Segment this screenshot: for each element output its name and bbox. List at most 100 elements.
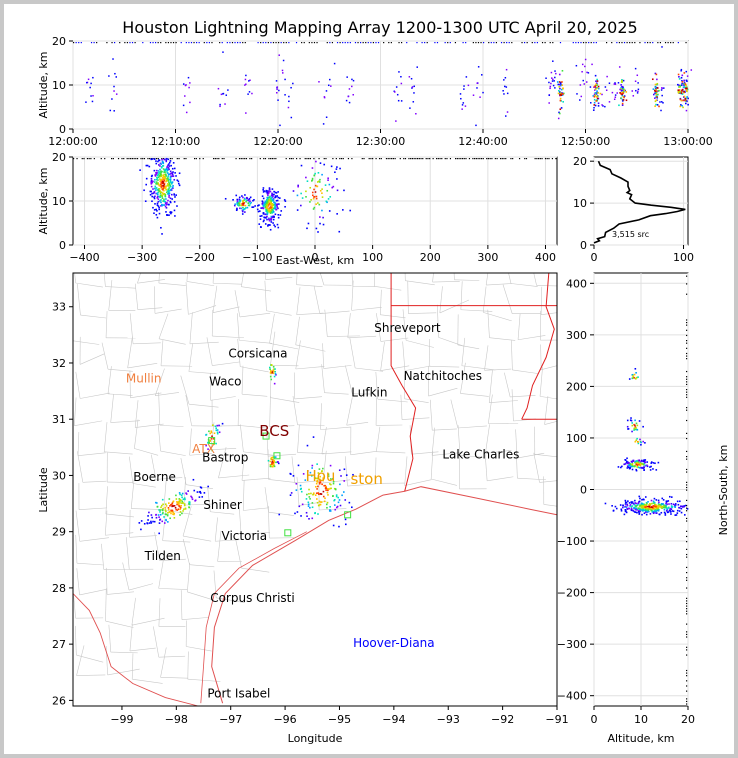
source-dot bbox=[637, 376, 639, 378]
county-line bbox=[241, 567, 270, 573]
source-dot bbox=[500, 42, 503, 44]
source-dot bbox=[167, 183, 170, 186]
source-dot bbox=[437, 158, 439, 160]
source-dot bbox=[171, 509, 174, 512]
county-line bbox=[212, 306, 240, 313]
source-dot bbox=[114, 42, 116, 44]
source-dot bbox=[686, 388, 688, 391]
source-dot bbox=[158, 172, 160, 174]
source-dot bbox=[164, 195, 166, 197]
county-line bbox=[460, 281, 463, 310]
source-dot bbox=[651, 511, 654, 513]
source-dot bbox=[686, 89, 688, 92]
source-dot bbox=[207, 448, 209, 450]
source-dot bbox=[165, 203, 167, 206]
source-dot bbox=[220, 93, 223, 96]
source-dot bbox=[312, 197, 315, 200]
source-dot bbox=[160, 170, 162, 173]
source-dot bbox=[290, 492, 293, 494]
county-line bbox=[74, 273, 76, 284]
source-dot bbox=[253, 198, 255, 201]
source-dot bbox=[646, 461, 649, 463]
source-dot bbox=[246, 199, 248, 202]
source-dot bbox=[483, 42, 485, 44]
source-dot bbox=[164, 202, 167, 205]
source-dot bbox=[173, 512, 176, 515]
source-dot bbox=[634, 504, 637, 507]
source-dot bbox=[301, 42, 303, 44]
county-line bbox=[104, 510, 108, 536]
source-dot bbox=[328, 210, 331, 212]
source-dot bbox=[268, 187, 271, 189]
source-dot bbox=[172, 162, 175, 164]
source-dot bbox=[686, 471, 688, 473]
source-dot bbox=[270, 211, 273, 214]
source-dot bbox=[271, 158, 273, 160]
source-dot bbox=[266, 196, 269, 199]
source-dot bbox=[650, 462, 653, 464]
source-dot bbox=[241, 203, 243, 205]
source-dot bbox=[242, 201, 244, 203]
county-line bbox=[486, 283, 512, 286]
source-dot bbox=[616, 92, 618, 94]
source-dot bbox=[632, 459, 634, 462]
source-dot bbox=[283, 199, 286, 201]
source-dot bbox=[465, 158, 467, 160]
source-dot bbox=[630, 419, 633, 422]
source-dot bbox=[93, 42, 95, 44]
county-line bbox=[129, 313, 134, 344]
county-line bbox=[292, 396, 298, 425]
source-dot bbox=[215, 427, 218, 430]
source-dot bbox=[503, 158, 505, 160]
source-dot bbox=[653, 510, 656, 512]
source-dot bbox=[480, 42, 482, 44]
source-dot bbox=[475, 158, 477, 160]
source-dot bbox=[272, 218, 275, 221]
source-dot bbox=[311, 179, 314, 181]
source-dot bbox=[678, 90, 681, 93]
source-dot bbox=[477, 158, 479, 160]
source-dot bbox=[677, 73, 680, 76]
source-dot bbox=[235, 158, 237, 160]
source-dot bbox=[604, 105, 606, 108]
source-dot bbox=[631, 509, 634, 512]
source-dot bbox=[656, 96, 659, 99]
lat-tick-label: 28 bbox=[52, 582, 66, 595]
source-dot bbox=[195, 158, 197, 160]
source-dot bbox=[157, 196, 160, 198]
source-dot bbox=[222, 51, 224, 53]
city-label: Hou bbox=[305, 467, 335, 485]
source-dot bbox=[338, 499, 341, 501]
source-dot bbox=[639, 497, 641, 500]
source-dot bbox=[434, 42, 436, 44]
county-line bbox=[264, 280, 267, 311]
source-dot bbox=[165, 198, 167, 200]
source-dot bbox=[268, 217, 270, 220]
source-dot bbox=[140, 528, 142, 531]
source-dot bbox=[634, 377, 637, 380]
source-dot bbox=[153, 209, 156, 211]
source-dot bbox=[611, 91, 614, 94]
source-dot bbox=[277, 207, 279, 210]
source-dot bbox=[629, 419, 632, 421]
source-dot bbox=[398, 71, 400, 73]
source-dot bbox=[157, 205, 160, 207]
source-dot bbox=[348, 501, 351, 504]
source-dot bbox=[326, 201, 328, 204]
source-dot bbox=[321, 483, 323, 486]
source-dot bbox=[168, 178, 170, 181]
source-dot bbox=[81, 158, 83, 160]
county-line bbox=[269, 425, 295, 427]
source-dot bbox=[640, 505, 642, 507]
source-dot bbox=[174, 506, 177, 509]
source-dot bbox=[171, 505, 174, 507]
source-dot bbox=[619, 504, 622, 506]
source-dot bbox=[90, 42, 93, 44]
source-dot bbox=[601, 93, 603, 96]
source-dot bbox=[259, 218, 262, 220]
source-dot bbox=[334, 508, 337, 511]
source-dot bbox=[148, 522, 151, 524]
county-line bbox=[182, 506, 192, 537]
source-dot bbox=[682, 106, 684, 109]
county-line bbox=[265, 273, 267, 280]
